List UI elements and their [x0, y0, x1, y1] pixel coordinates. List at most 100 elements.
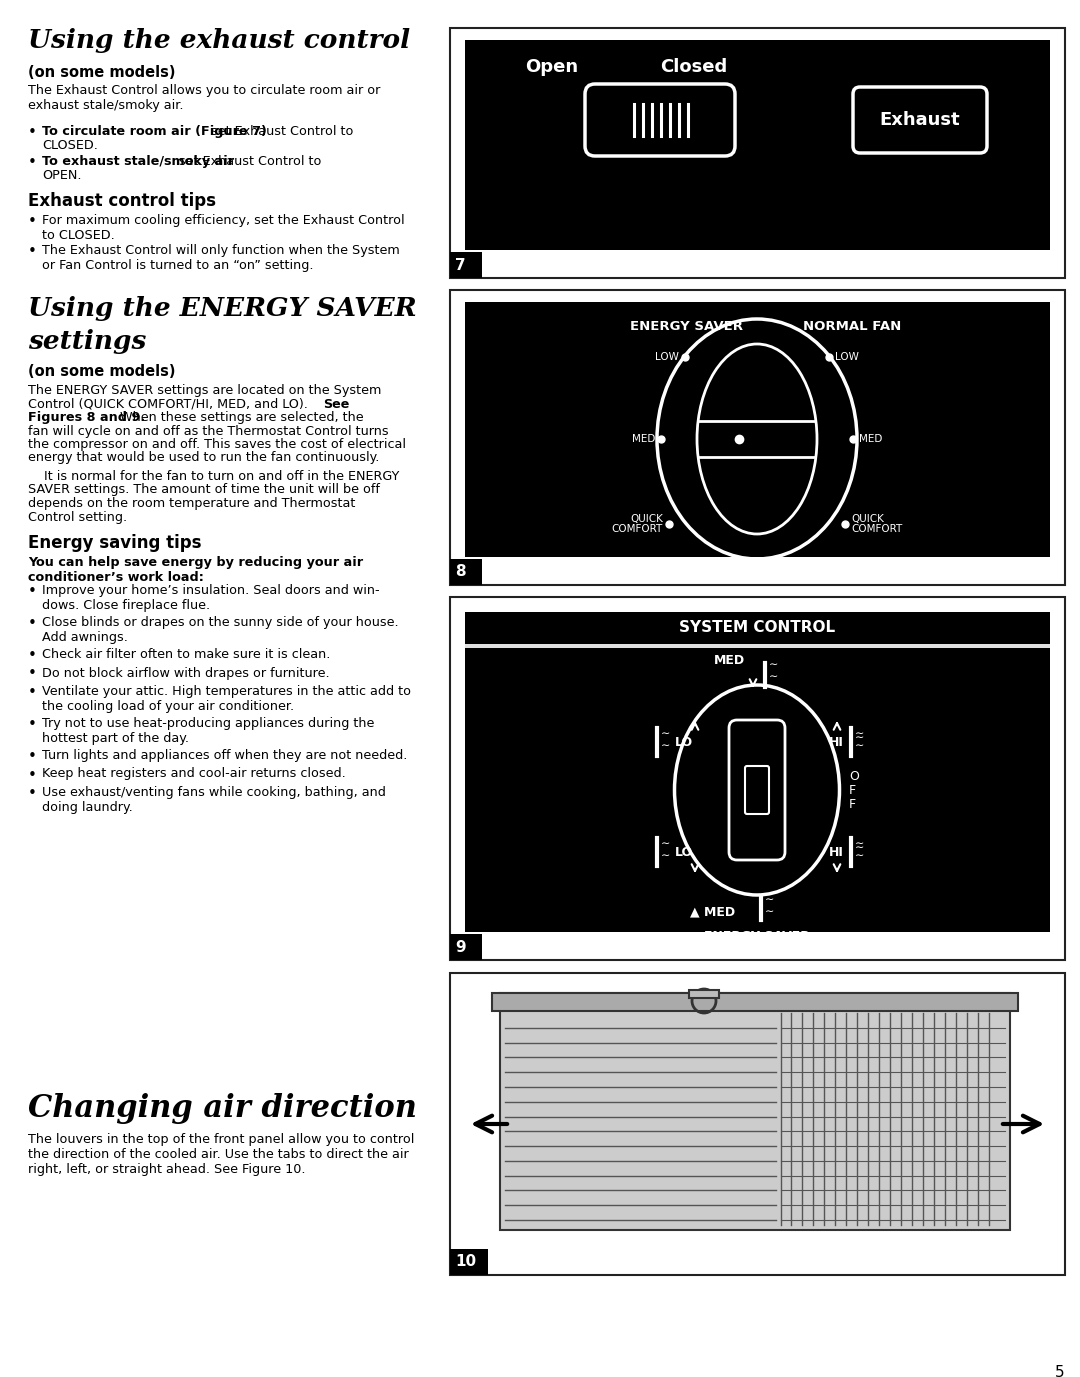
- Text: HI: HI: [829, 845, 843, 858]
- Text: 5: 5: [1055, 1365, 1065, 1377]
- Text: For maximum cooling efficiency, set the Exhaust Control
to CLOSED.: For maximum cooling efficiency, set the …: [42, 213, 405, 242]
- Text: OPEN.: OPEN.: [42, 169, 81, 182]
- Text: LOW: LOW: [656, 353, 679, 362]
- Text: ∼: ∼: [661, 851, 671, 861]
- Text: O
F
F: O F F: [849, 770, 859, 811]
- Text: the compressor on and off. This saves the cost of electrical: the compressor on and off. This saves th…: [28, 438, 406, 452]
- Ellipse shape: [697, 344, 816, 534]
- FancyBboxPatch shape: [465, 611, 1050, 644]
- Text: Use exhaust/venting fans while cooking, bathing, and
doing laundry.: Use exhaust/venting fans while cooking, …: [42, 786, 386, 814]
- Text: Check air filter often to make sure it is clean.: Check air filter often to make sure it i…: [42, 649, 330, 661]
- FancyBboxPatch shape: [689, 990, 719, 998]
- Text: 7: 7: [455, 257, 465, 273]
- Text: depends on the room temperature and Thermostat: depends on the room temperature and Ther…: [28, 497, 355, 509]
- Text: ∼: ∼: [661, 839, 671, 850]
- Text: ∼: ∼: [855, 843, 864, 852]
- Text: The ENERGY SAVER settings are located on the System: The ENERGY SAVER settings are located on…: [28, 384, 381, 397]
- Text: Control setting.: Control setting.: [28, 511, 127, 523]
- Text: MED: MED: [714, 654, 745, 666]
- Text: ∼: ∼: [769, 672, 779, 682]
- Text: Keep heat registers and cool-air returns closed.: Keep heat registers and cool-air returns…: [42, 767, 346, 781]
- Text: The louvers in the top of the front panel allow you to control
the direction of : The louvers in the top of the front pane…: [28, 1133, 415, 1176]
- Text: •: •: [28, 684, 37, 700]
- Text: Energy saving tips: Energy saving tips: [28, 534, 202, 552]
- Text: ∼: ∼: [855, 839, 864, 850]
- Text: MED: MED: [859, 434, 882, 443]
- FancyBboxPatch shape: [465, 40, 1050, 251]
- Text: ∼: ∼: [765, 895, 774, 905]
- Text: ∼: ∼: [769, 660, 779, 671]
- Text: NORMAL FAN: NORMAL FAN: [802, 319, 901, 333]
- FancyBboxPatch shape: [450, 598, 1065, 960]
- Text: When these settings are selected, the: When these settings are selected, the: [116, 410, 364, 424]
- Text: Control (QUICK COMFORT/HI, MED, and LO).: Control (QUICK COMFORT/HI, MED, and LO).: [28, 398, 312, 410]
- Text: HI: HI: [829, 735, 843, 749]
- Text: Close blinds or drapes on the sunny side of your house.
Add awnings.: Close blinds or drapes on the sunny side…: [42, 616, 399, 644]
- Text: Closed: Closed: [660, 58, 727, 76]
- Text: Using the ENERGY SAVER: Using the ENERGY SAVER: [28, 296, 417, 321]
- Text: You can help save energy by reducing your air
conditioner’s work load:: You can help save energy by reducing you…: [28, 556, 363, 584]
- Text: ∼: ∼: [855, 733, 864, 744]
- Text: ∼: ∼: [661, 728, 671, 739]
- Text: Improve your home’s insulation. Seal doors and win-
dows. Close fireplace flue.: Improve your home’s insulation. Seal doo…: [42, 584, 380, 611]
- Text: QUICK
COMFORT: QUICK COMFORT: [611, 514, 663, 534]
- Text: Do not block airflow with drapes or furniture.: Do not block airflow with drapes or furn…: [42, 666, 329, 679]
- Text: LO: LO: [675, 735, 693, 749]
- FancyBboxPatch shape: [745, 766, 769, 814]
- Text: ∼: ∼: [855, 741, 864, 750]
- Text: MED: MED: [632, 434, 654, 443]
- FancyBboxPatch shape: [450, 974, 1065, 1275]
- Text: Turn lights and appliances off when they are not needed.: Turn lights and appliances off when they…: [42, 749, 407, 761]
- Text: 8: 8: [455, 565, 465, 580]
- Text: ∼: ∼: [661, 741, 671, 750]
- Text: (on some models): (on some models): [28, 65, 175, 80]
- FancyBboxPatch shape: [465, 302, 1050, 558]
- Text: ∼: ∼: [855, 728, 864, 739]
- Text: To exhaust stale/smoky air: To exhaust stale/smoky air: [42, 156, 234, 168]
- Text: •: •: [28, 767, 37, 782]
- Text: QUICK
COMFORT: QUICK COMFORT: [851, 514, 902, 534]
- Text: •: •: [28, 666, 37, 682]
- Text: Changing air direction: Changing air direction: [28, 1093, 417, 1124]
- Text: To circulate room air (Figure 7): To circulate room air (Figure 7): [42, 125, 267, 138]
- Text: ∼: ∼: [855, 851, 864, 861]
- Text: Exhaust control tips: Exhaust control tips: [28, 191, 216, 211]
- Text: •: •: [28, 717, 37, 733]
- Text: Try not to use heat-producing appliances during the
hottest part of the day.: Try not to use heat-producing appliances…: [42, 717, 375, 745]
- Text: The Exhaust Control will only function when the System
or Fan Control is turned : The Exhaust Control will only function w…: [42, 244, 400, 273]
- FancyBboxPatch shape: [853, 87, 987, 153]
- Text: fan will cycle on and off as the Thermostat Control turns: fan will cycle on and off as the Thermos…: [28, 424, 389, 438]
- FancyBboxPatch shape: [450, 291, 1065, 585]
- Text: See: See: [323, 398, 349, 410]
- Text: settings: settings: [28, 329, 147, 354]
- FancyBboxPatch shape: [450, 252, 482, 278]
- FancyBboxPatch shape: [450, 1249, 488, 1275]
- Text: SAVER settings. The amount of time the unit will be off: SAVER settings. The amount of time the u…: [28, 483, 380, 497]
- FancyBboxPatch shape: [450, 28, 1065, 278]
- Text: 9: 9: [455, 939, 465, 954]
- FancyBboxPatch shape: [585, 84, 735, 156]
- Text: ENERGY SAVER: ENERGY SAVER: [704, 929, 810, 943]
- Text: Exhaust: Exhaust: [880, 112, 960, 129]
- Text: •: •: [28, 125, 37, 140]
- Text: set Exhaust Control to: set Exhaust Control to: [207, 125, 353, 138]
- Text: energy that would be used to run the fan continuously.: energy that would be used to run the fan…: [28, 452, 379, 464]
- FancyBboxPatch shape: [450, 559, 482, 585]
- Text: The Exhaust Control allows you to circulate room air or
exhaust stale/smoky air.: The Exhaust Control allows you to circul…: [28, 84, 380, 112]
- Text: ENERGY SAVER: ENERGY SAVER: [631, 319, 743, 333]
- FancyBboxPatch shape: [465, 649, 1050, 932]
- Text: •: •: [28, 584, 37, 599]
- FancyBboxPatch shape: [729, 720, 785, 861]
- FancyBboxPatch shape: [450, 934, 482, 960]
- Text: •: •: [28, 649, 37, 662]
- Text: •: •: [28, 156, 37, 169]
- FancyBboxPatch shape: [465, 611, 1050, 932]
- Text: 10: 10: [455, 1254, 476, 1270]
- Text: LOW: LOW: [835, 353, 859, 362]
- Text: Open: Open: [525, 58, 578, 76]
- FancyBboxPatch shape: [492, 993, 1018, 1011]
- FancyBboxPatch shape: [500, 993, 1010, 1230]
- Text: •: •: [28, 616, 37, 631]
- Text: LO: LO: [675, 845, 693, 858]
- Text: Figures 8 and 9.: Figures 8 and 9.: [28, 410, 145, 424]
